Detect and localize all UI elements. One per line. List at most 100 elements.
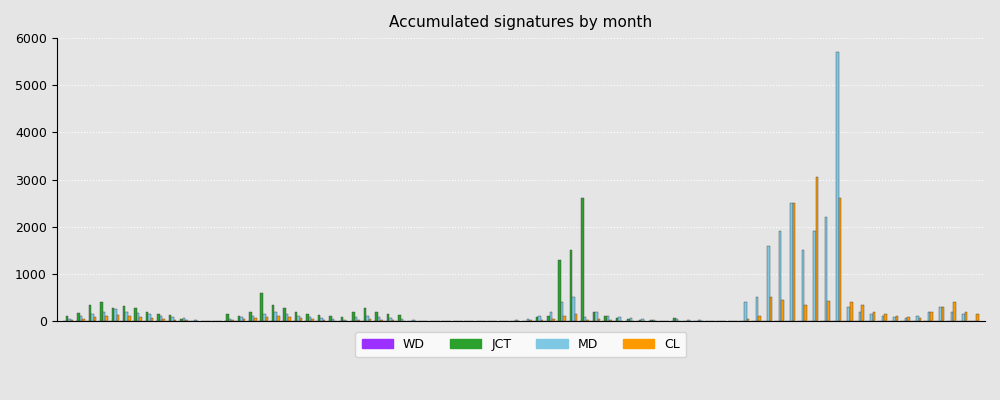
Bar <box>403 320 406 321</box>
Bar <box>260 293 263 321</box>
Bar <box>653 320 655 321</box>
Bar <box>584 317 586 321</box>
Bar <box>538 316 541 321</box>
Bar <box>238 316 240 321</box>
Bar <box>288 317 291 321</box>
Bar <box>272 304 274 321</box>
Bar <box>82 319 85 321</box>
Bar <box>231 320 234 321</box>
Bar <box>364 308 366 321</box>
Bar <box>277 316 280 321</box>
Bar <box>352 312 355 321</box>
Bar <box>71 320 73 321</box>
Bar <box>650 320 653 321</box>
Bar <box>604 316 607 321</box>
Bar <box>283 308 286 321</box>
Bar <box>171 317 174 321</box>
Bar <box>117 315 119 321</box>
Bar <box>581 198 584 321</box>
Bar <box>558 260 561 321</box>
Bar <box>561 302 563 321</box>
Bar <box>621 320 623 321</box>
Bar <box>518 320 520 321</box>
Bar <box>630 318 632 321</box>
Bar <box>870 314 873 321</box>
Bar <box>249 312 252 321</box>
Bar <box>770 298 772 321</box>
Bar <box>94 317 96 321</box>
Bar <box>756 298 758 321</box>
Bar <box>896 316 898 321</box>
Bar <box>266 317 268 321</box>
Bar <box>100 302 103 321</box>
Bar <box>320 318 323 321</box>
Bar <box>311 319 314 321</box>
Bar <box>323 320 325 321</box>
Bar <box>309 317 311 321</box>
Bar <box>939 307 942 321</box>
Bar <box>412 320 415 321</box>
Bar <box>639 320 641 321</box>
Bar <box>529 320 532 321</box>
Bar <box>859 312 861 321</box>
Bar <box>77 312 80 321</box>
Bar <box>827 301 830 321</box>
Bar <box>547 316 550 321</box>
Bar <box>907 317 910 321</box>
Bar <box>953 302 956 321</box>
Bar <box>91 314 94 321</box>
Bar <box>389 318 392 321</box>
Bar <box>343 320 346 321</box>
Bar <box>710 320 712 321</box>
Bar <box>334 320 337 321</box>
Bar <box>747 319 749 321</box>
Bar <box>575 314 577 321</box>
Bar <box>128 316 131 321</box>
Bar <box>595 312 598 321</box>
Bar <box>767 246 770 321</box>
Bar <box>527 319 529 321</box>
Bar <box>790 203 793 321</box>
Bar <box>873 312 875 321</box>
Bar <box>850 302 853 321</box>
Bar <box>673 318 676 321</box>
Bar <box>570 250 572 321</box>
Bar <box>942 307 944 321</box>
Bar <box>676 319 678 321</box>
Bar <box>916 316 919 321</box>
Bar <box>965 312 967 321</box>
Bar <box>836 52 839 321</box>
Bar <box>839 198 841 321</box>
Bar <box>318 315 320 321</box>
Bar <box>66 316 68 321</box>
Bar <box>664 320 667 321</box>
Bar <box>89 304 91 321</box>
Bar <box>962 314 965 321</box>
Bar <box>183 318 185 321</box>
Bar <box>137 312 139 321</box>
Bar <box>341 317 343 321</box>
Bar <box>928 312 930 321</box>
Bar <box>627 319 630 321</box>
Bar <box>369 319 371 321</box>
Legend: WD, JCT, MD, CL: WD, JCT, MD, CL <box>355 332 686 357</box>
Bar <box>802 250 804 321</box>
Bar <box>550 312 552 321</box>
Bar <box>976 314 979 321</box>
Bar <box>744 302 747 321</box>
Bar <box>536 317 538 321</box>
Bar <box>194 320 197 321</box>
Bar <box>380 320 383 321</box>
Bar <box>825 217 827 321</box>
Bar <box>240 317 243 321</box>
Bar <box>793 203 795 321</box>
Bar <box>306 314 309 321</box>
Bar <box>905 318 907 321</box>
Bar <box>300 318 302 321</box>
Bar <box>804 304 807 321</box>
Bar <box>598 319 600 321</box>
Bar <box>274 312 277 321</box>
Bar <box>375 312 378 321</box>
Bar <box>423 320 426 321</box>
Bar <box>387 314 389 321</box>
